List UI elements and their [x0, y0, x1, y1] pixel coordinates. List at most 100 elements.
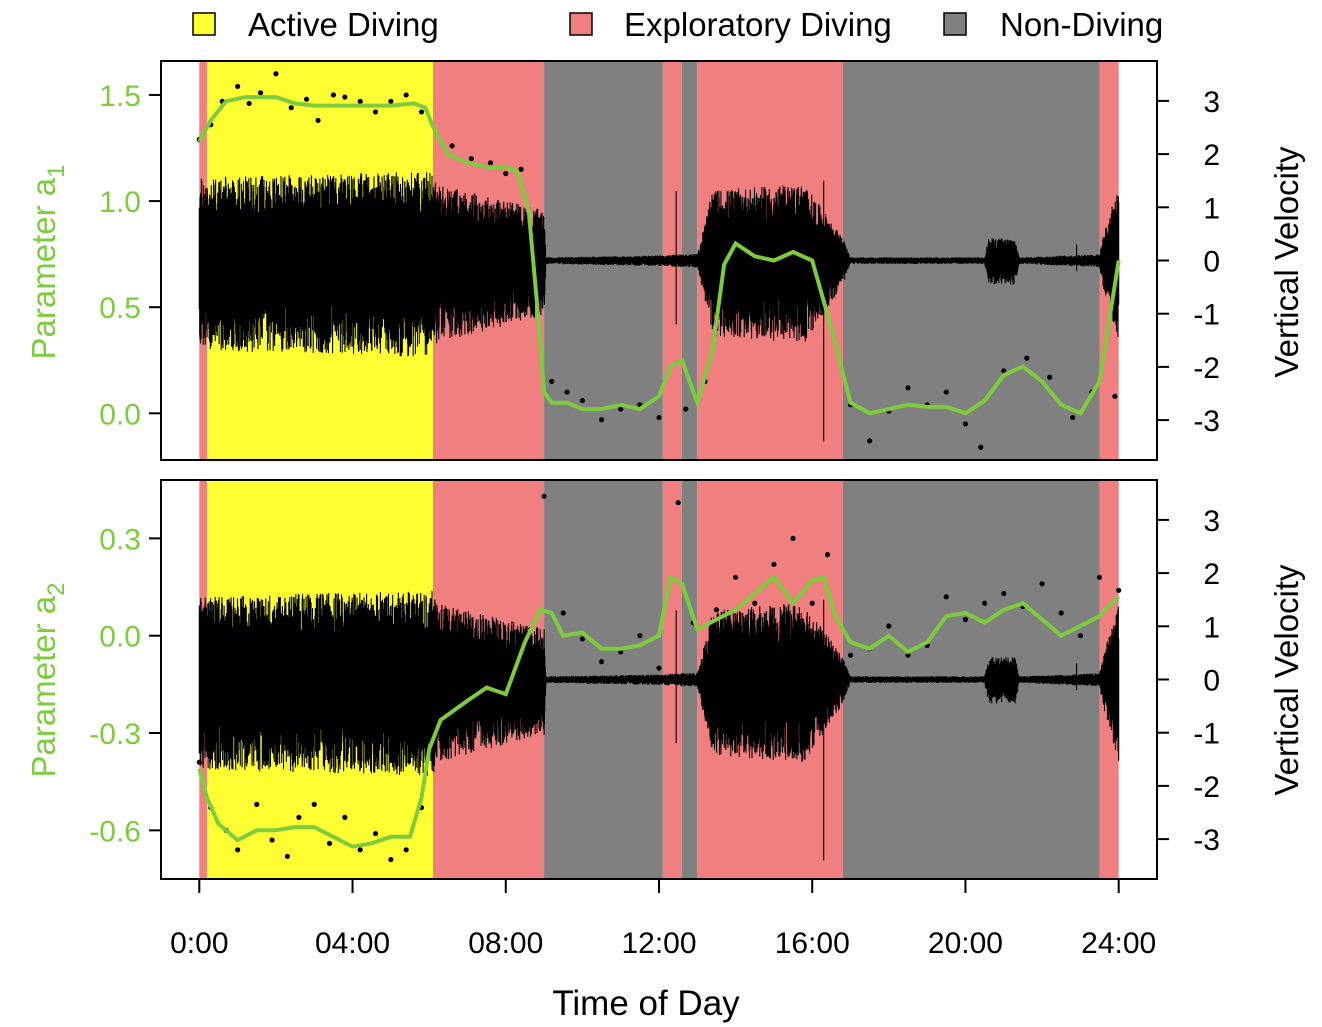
parameter-point — [541, 493, 547, 499]
parameter-point — [1112, 393, 1118, 399]
parameter-point — [487, 160, 494, 166]
parameter-point — [824, 552, 831, 558]
parameter-smooth-line — [197, 95, 1121, 416]
parameter-point — [982, 600, 988, 606]
parameter-point — [675, 500, 681, 506]
parameter-point — [598, 417, 605, 423]
parameter-point — [1077, 633, 1083, 639]
parameter-point — [905, 652, 911, 658]
parameter-point — [342, 814, 348, 820]
parameter-point — [388, 856, 394, 863]
parameter-point — [196, 759, 202, 765]
parameter-point — [315, 117, 321, 124]
parameter-point — [342, 94, 348, 100]
parameter-point — [357, 847, 363, 853]
parameter-point — [771, 561, 777, 567]
panel-a1: 0.0 0.5 1.0 1.5 -3 -2 -1 0 1 2 3 Parameter a1 Ver… — [25, 60, 1305, 461]
right-axis-title: Vertical Velocity — [1268, 564, 1305, 796]
parameter-point — [418, 109, 425, 115]
parameter-point — [258, 90, 264, 96]
parameter-point — [235, 83, 241, 90]
left-axis: 0.0 0.5 1.0 1.5 — [99, 80, 161, 431]
right-tick-label: 2 — [1203, 558, 1220, 591]
left-tick-label: 1.5 — [99, 80, 141, 113]
parameter-point — [752, 600, 758, 606]
x-tick-label: 20:00 — [928, 927, 1003, 960]
legend-item-exploratory: Exploratory Diving — [569, 6, 892, 43]
x-tick-label: 08:00 — [468, 927, 543, 960]
parameter-point — [303, 96, 310, 102]
left-tick-label: 0.3 — [99, 523, 141, 556]
parameter-point — [1024, 355, 1030, 361]
parameter-point — [1001, 590, 1007, 597]
parameter-point — [235, 847, 241, 853]
left-tick-label: 0.5 — [99, 292, 141, 325]
parameter-point — [372, 109, 379, 115]
parameter-point — [296, 814, 302, 820]
legend: Active Diving Exploratory Diving Non-Div… — [192, 6, 1163, 43]
parameter-point — [943, 389, 949, 395]
x-tick-label: 04:00 — [315, 927, 390, 960]
right-tick-label: 0 — [1203, 246, 1220, 279]
right-tick-label: -2 — [1193, 771, 1220, 804]
parameter-point — [1039, 581, 1045, 587]
parameter-point — [254, 801, 260, 807]
left-axis: -0.6 -0.3 0.0 0.3 — [89, 523, 161, 848]
parameter-point — [246, 100, 252, 107]
parameter-point — [683, 406, 689, 412]
x-axis-title: Time of Day — [552, 984, 740, 1023]
state-bands — [199, 481, 1119, 878]
right-tick-label: -1 — [1193, 718, 1220, 751]
x-tick-label: 16:00 — [775, 927, 850, 960]
parameter-point — [503, 697, 509, 704]
legend-item-non-diving: Non-Diving — [943, 6, 1163, 43]
parameter-point — [847, 652, 854, 658]
parameter-point — [1058, 610, 1064, 616]
right-tick-label: 1 — [1203, 611, 1220, 644]
parameter-point — [549, 378, 555, 385]
parameter-point — [311, 801, 317, 807]
legend-item-active: Active Diving — [192, 6, 439, 43]
x-tick-label: 12:00 — [621, 927, 696, 960]
parameter-point — [372, 830, 379, 837]
parameter-point — [1047, 374, 1053, 380]
parameter-point — [579, 397, 585, 404]
parameter-point — [790, 255, 796, 261]
parameter-point — [886, 623, 892, 629]
parameter-point — [943, 594, 949, 600]
legend-swatch-active — [192, 12, 216, 36]
parameter-point — [733, 236, 739, 242]
parameter-point — [656, 414, 662, 421]
parameter-point — [560, 610, 566, 616]
left-axis-title: Parameter a1 — [25, 165, 70, 360]
parameter-point — [713, 607, 720, 613]
x-tick-label: 0:00 — [170, 927, 228, 960]
parameter-point — [288, 105, 294, 111]
x-tick-label: 24:00 — [1081, 927, 1156, 960]
legend-label-active: Active Diving — [248, 6, 439, 43]
parameter-point — [503, 170, 509, 177]
parameter-point — [357, 98, 363, 104]
parameter-point — [284, 853, 291, 859]
parameter-point — [637, 633, 643, 639]
parameter-point — [962, 616, 969, 623]
parameter-point — [518, 166, 524, 172]
right-axis: -3 -2 -1 0 1 2 3 — [1157, 86, 1220, 438]
parameter-point — [522, 697, 528, 704]
parameter-point — [618, 406, 624, 412]
right-tick-label: -3 — [1193, 405, 1220, 438]
x-axis: 0:00 04:00 08:00 12:00 16:00 20:00 24:00 — [170, 879, 1156, 960]
parameter-point — [273, 71, 279, 77]
right-tick-label: 2 — [1203, 139, 1220, 172]
parameter-point — [1096, 574, 1103, 580]
left-tick-label: 1.0 — [99, 186, 141, 219]
parameter-point — [269, 837, 275, 843]
right-tick-label: -2 — [1193, 352, 1220, 385]
left-tick-label: -0.6 — [89, 815, 141, 848]
parameter-point — [403, 847, 409, 853]
parameter-point — [905, 385, 911, 391]
parameter-point — [790, 535, 796, 541]
right-tick-label: 3 — [1203, 505, 1220, 538]
parameter-point — [468, 156, 474, 162]
right-tick-label: 0 — [1203, 665, 1220, 698]
